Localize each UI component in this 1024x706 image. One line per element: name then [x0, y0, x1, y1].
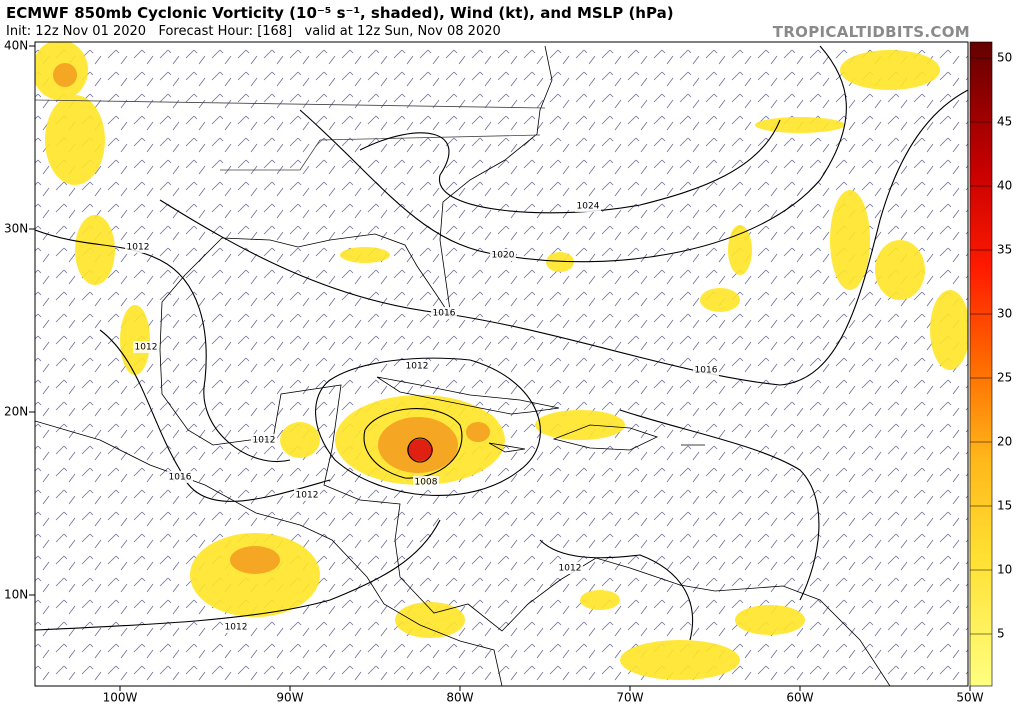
isobar-label: 1024 [577, 202, 600, 212]
isobar-label-bg [404, 360, 430, 372]
isobar-label-bg [133, 341, 159, 353]
lon-label: 100W [103, 691, 138, 705]
isobar-label-bg [294, 489, 320, 501]
isobar-labels: 1024 1020 1016 1016 1012 1012 1012 1012 1016 1012… [125, 200, 719, 633]
lat-label: 30N [4, 222, 28, 236]
colorbar [969, 41, 993, 687]
isobar-label: 1016 [695, 366, 718, 376]
colorbar-label: 30 [997, 307, 1012, 321]
colorbar-label: 20 [997, 435, 1012, 449]
vorticity-shading [35, 42, 968, 680]
title: ECMWF 850mb Cyclonic Vorticity (10⁻⁵ s⁻¹… [6, 4, 674, 22]
axis-labels: 40N 30N 20N 10N 100W 90W 80W 70W 60W 50W 50 45 40 35 3… [4, 39, 1012, 705]
isobar-label: 1012 [559, 564, 582, 574]
isobar-label: 1012 [253, 436, 276, 446]
isobar-label: 1008 [415, 478, 438, 488]
lon-label: 90W [276, 691, 303, 705]
lon-label: 70W [616, 691, 643, 705]
vorticity-max [407, 439, 433, 461]
isobar-label-bg [223, 621, 249, 633]
credit: TROPICALTIDBITS.COM [772, 23, 970, 41]
isobar-label: 1012 [406, 362, 429, 372]
map-area: 1024 1020 1016 1016 1012 1012 1012 1012 1016 1012… [35, 42, 968, 686]
isobar-label: 1012 [225, 623, 248, 633]
isobar-label-bg [575, 200, 601, 212]
colorbar-label: 15 [997, 499, 1012, 513]
isobar-label: 1012 [296, 491, 319, 501]
isobar-label: 1020 [492, 251, 515, 261]
isobar-label-bg [125, 241, 151, 253]
lon-label: 50W [956, 691, 983, 705]
wind-barbs [35, 42, 968, 686]
isobar-label-bg [557, 562, 583, 574]
lat-label: 20N [4, 405, 28, 419]
isobar-label-bg [167, 471, 193, 483]
colorbar-label: 5 [997, 627, 1005, 641]
isobar-label-bg [431, 307, 457, 319]
lat-label: 10N [4, 588, 28, 602]
isobar-label: 1012 [135, 343, 158, 353]
isobar-label: 1012 [127, 243, 150, 253]
colorbar-label: 25 [997, 371, 1012, 385]
colorbar-label: 45 [997, 115, 1012, 129]
isobar-label-bg [251, 434, 277, 446]
isobar-label-bg [490, 249, 516, 261]
isobars [35, 45, 968, 641]
lat-label: 40N [4, 39, 28, 53]
lon-label: 80W [446, 691, 473, 705]
colorbar-label: 40 [997, 179, 1012, 193]
isobar-label: 1016 [169, 473, 192, 483]
isobar-label: 1016 [433, 309, 456, 319]
isobar-label-bg [413, 476, 439, 488]
colorbar-label: 50 [997, 51, 1012, 65]
colorbar-label: 35 [997, 243, 1012, 257]
subtitle: Init: 12z Nov 01 2020 Forecast Hour: [16… [6, 24, 501, 39]
map-frame [34, 41, 969, 687]
lon-label: 60W [786, 691, 813, 705]
isobar-label-bg [693, 364, 719, 376]
colorbar-label: 10 [997, 563, 1012, 577]
